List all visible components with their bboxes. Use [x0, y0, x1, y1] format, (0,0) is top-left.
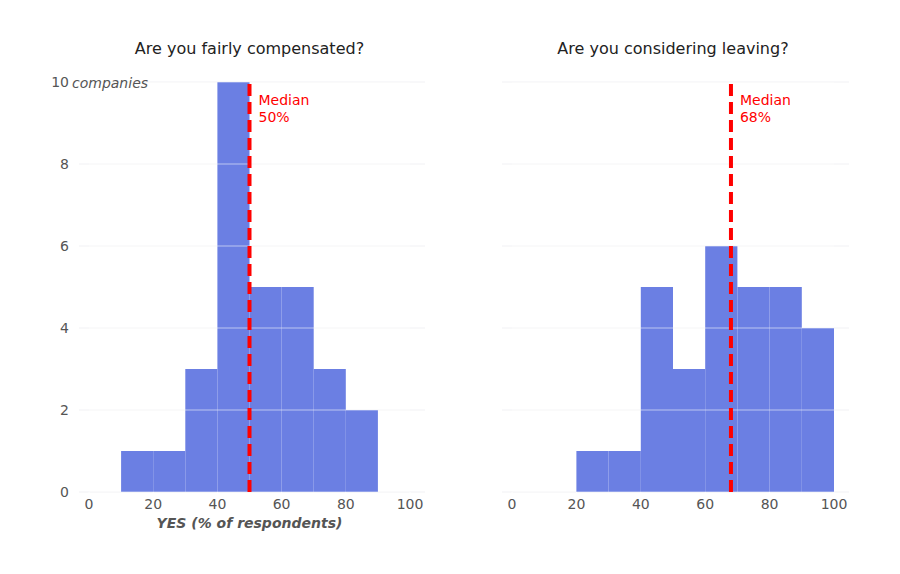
histogram-bar	[346, 410, 378, 492]
y-tick-label: 8	[60, 156, 69, 172]
grid-line	[79, 410, 425, 411]
grid-line-overlay	[512, 164, 834, 165]
x-tick-label: 40	[632, 496, 650, 512]
x-tick	[512, 492, 513, 494]
median-label: 68%	[740, 109, 771, 125]
x-tick	[834, 492, 835, 494]
x-tick	[345, 492, 346, 494]
y-tick	[77, 328, 79, 329]
histogram-bar	[737, 287, 769, 492]
y-tick	[500, 492, 502, 493]
y-tick	[77, 246, 79, 247]
histogram-bar	[121, 451, 153, 492]
y-tick	[500, 246, 502, 247]
marks	[89, 82, 410, 492]
histogram-bar	[770, 287, 802, 492]
x-tick-label: 0	[85, 496, 94, 512]
x-tick	[705, 492, 706, 494]
y-tick	[500, 328, 502, 329]
grid-line-overlay	[512, 246, 834, 247]
y-tick	[500, 164, 502, 165]
grid-line-overlay	[512, 328, 834, 329]
y-tick-label: 4	[60, 320, 69, 336]
grid-line	[502, 246, 849, 247]
x-tick	[153, 492, 154, 494]
x-tick	[217, 492, 218, 494]
histogram-bar	[673, 369, 705, 492]
histogram-bar	[314, 369, 346, 492]
median-line	[248, 82, 252, 492]
y-tick	[77, 164, 79, 165]
y-tick-label: 0	[60, 484, 69, 500]
x-tick-label: 100	[821, 496, 848, 512]
histogram-bar	[217, 82, 249, 492]
x-tick	[281, 492, 282, 494]
histogram-bar	[609, 451, 641, 492]
grid-line-overlay	[512, 410, 834, 411]
histogram-bar	[185, 369, 217, 492]
x-tick	[769, 492, 770, 494]
grid-line-overlay	[512, 82, 834, 83]
y-tick	[77, 410, 79, 411]
x-tick-label: 100	[397, 496, 424, 512]
x-tick-label: 0	[508, 496, 517, 512]
grid-line	[79, 164, 425, 165]
x-tick-label: 60	[696, 496, 714, 512]
marks	[512, 82, 834, 492]
y-tick	[500, 410, 502, 411]
histogram-bar	[282, 287, 314, 492]
histogram-bar	[250, 287, 282, 492]
grid-line	[502, 492, 849, 493]
grid-line	[79, 492, 425, 493]
chart-title: Are you fairly compensated?	[135, 39, 364, 58]
y-tick-label: 6	[60, 238, 69, 254]
histogram-bar	[576, 451, 608, 492]
y-axis-label: companies	[72, 75, 148, 91]
chart-root: Are you fairly compensated?Median50%0204…	[0, 0, 900, 574]
grid	[502, 82, 849, 492]
median-text: Median	[740, 92, 791, 108]
grid-line	[79, 328, 425, 329]
x-tick-label: 80	[761, 496, 779, 512]
grid-line	[502, 410, 849, 411]
chart-title: Are you considering leaving?	[557, 39, 788, 58]
histogram-bar	[641, 287, 673, 492]
x-tick-label: 40	[208, 496, 226, 512]
median-text: Median	[259, 92, 310, 108]
grid-line	[502, 82, 849, 83]
y-tick	[77, 492, 79, 493]
chart-svg: Are you fairly compensated?Median50%0204…	[0, 0, 900, 574]
grid-line-overlay	[512, 492, 834, 493]
x-tick	[89, 492, 90, 494]
histogram-bar	[153, 451, 185, 492]
x-axis-label: YES (% of respondents)	[157, 515, 343, 531]
x-tick-label: 20	[567, 496, 585, 512]
x-tick	[576, 492, 577, 494]
x-tick-label: 60	[273, 496, 291, 512]
x-tick	[410, 492, 411, 494]
y-tick-label: 2	[60, 402, 69, 418]
panel: Are you fairly compensated?Median50%0204…	[51, 39, 425, 531]
grid-line	[502, 164, 849, 165]
x-tick-label: 20	[144, 496, 162, 512]
y-tick	[500, 82, 502, 83]
panel: Are you considering leaving? Median68% 0 20…	[500, 39, 849, 512]
grid	[79, 82, 425, 492]
median-line	[729, 82, 733, 492]
grid-line	[502, 328, 849, 329]
grid-line	[79, 246, 425, 247]
median-label: 50%	[259, 109, 290, 125]
x-tick	[640, 492, 641, 494]
x-tick-label: 80	[337, 496, 355, 512]
y-tick-label: 10	[51, 74, 69, 90]
